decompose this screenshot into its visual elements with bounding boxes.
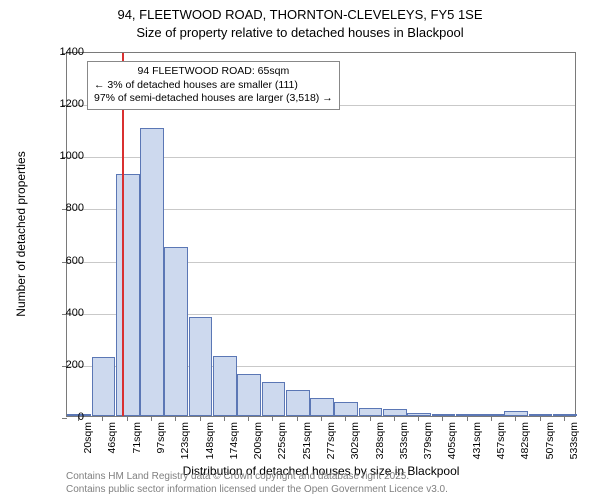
bar — [383, 409, 407, 416]
title-line1: 94, FLEETWOOD ROAD, THORNTON-CLEVELEYS, … — [117, 7, 482, 22]
bar — [310, 398, 334, 416]
footer-line1: Contains HM Land Registry data © Crown c… — [66, 471, 409, 482]
bar — [334, 402, 358, 416]
xtick-label: 328sqm — [374, 422, 386, 459]
xtick-mark — [248, 416, 249, 421]
y-axis-label: Number of detached properties — [14, 151, 28, 316]
xtick-mark — [102, 416, 103, 421]
bar — [92, 357, 116, 416]
bar — [213, 356, 237, 416]
ytick-mark — [62, 418, 67, 419]
xtick-label: 251sqm — [301, 422, 313, 459]
xtick-mark — [564, 416, 565, 421]
bar — [359, 408, 383, 416]
annotation-line: 94 FLEETWOOD ROAD: 65sqm — [94, 65, 333, 79]
ytick-label: 1400 — [60, 46, 84, 58]
bar — [164, 247, 188, 416]
xtick-label: 148sqm — [204, 422, 216, 459]
bar — [116, 174, 140, 416]
ytick-label: 600 — [66, 255, 84, 267]
ytick-label: 400 — [66, 307, 84, 319]
xtick-mark — [491, 416, 492, 421]
xtick-label: 123sqm — [179, 422, 191, 459]
xtick-label: 482sqm — [519, 422, 531, 459]
xtick-mark — [394, 416, 395, 421]
bar — [262, 382, 286, 416]
ytick-label: 0 — [78, 411, 84, 423]
xtick-mark — [151, 416, 152, 421]
xtick-label: 533sqm — [568, 422, 580, 459]
footer-attribution: Contains HM Land Registry data © Crown c… — [66, 470, 448, 496]
xtick-mark — [127, 416, 128, 421]
chart-title: 94, FLEETWOOD ROAD, THORNTON-CLEVELEYS, … — [0, 0, 600, 41]
xtick-mark — [540, 416, 541, 421]
bar — [286, 390, 310, 416]
xtick-label: 225sqm — [276, 422, 288, 459]
ytick-label: 1000 — [60, 150, 84, 162]
xtick-label: 457sqm — [495, 422, 507, 459]
xtick-mark — [467, 416, 468, 421]
xtick-label: 507sqm — [544, 422, 556, 459]
xtick-mark — [224, 416, 225, 421]
xtick-mark — [345, 416, 346, 421]
xtick-mark — [442, 416, 443, 421]
xtick-mark — [175, 416, 176, 421]
xtick-label: 353sqm — [398, 422, 410, 459]
chart-area: 94 FLEETWOOD ROAD: 65sqm← 3% of detached… — [66, 52, 576, 417]
bar — [553, 414, 577, 416]
plot-region: 94 FLEETWOOD ROAD: 65sqm← 3% of detached… — [66, 52, 576, 417]
xtick-mark — [321, 416, 322, 421]
bar — [140, 128, 164, 416]
xtick-mark — [370, 416, 371, 421]
xtick-label: 200sqm — [252, 422, 264, 459]
xtick-label: 20sqm — [82, 422, 94, 454]
footer-line2: Contains public sector information licen… — [66, 484, 448, 495]
xtick-label: 302sqm — [349, 422, 361, 459]
xtick-label: 405sqm — [446, 422, 458, 459]
xtick-label: 71sqm — [131, 422, 143, 454]
xtick-label: 277sqm — [325, 422, 337, 459]
xtick-label: 46sqm — [106, 422, 118, 454]
xtick-mark — [272, 416, 273, 421]
bar — [237, 374, 261, 416]
annotation-line: 97% of semi-detached houses are larger (… — [94, 92, 333, 106]
ytick-label: 800 — [66, 202, 84, 214]
xtick-label: 431sqm — [471, 422, 483, 459]
annotation-line: ← 3% of detached houses are smaller (111… — [94, 79, 333, 93]
xtick-mark — [515, 416, 516, 421]
xtick-label: 174sqm — [228, 422, 240, 459]
ytick-label: 200 — [66, 359, 84, 371]
xtick-mark — [418, 416, 419, 421]
xtick-mark — [200, 416, 201, 421]
xtick-mark — [297, 416, 298, 421]
annotation-box: 94 FLEETWOOD ROAD: 65sqm← 3% of detached… — [87, 61, 340, 110]
ytick-label: 1200 — [60, 98, 84, 110]
title-line2: Size of property relative to detached ho… — [136, 25, 463, 40]
bar — [189, 317, 213, 416]
xtick-label: 97sqm — [155, 422, 167, 454]
bar — [456, 414, 480, 416]
xtick-label: 379sqm — [422, 422, 434, 459]
